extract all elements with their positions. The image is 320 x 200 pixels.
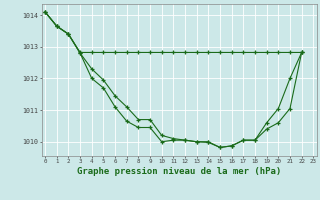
X-axis label: Graphe pression niveau de la mer (hPa): Graphe pression niveau de la mer (hPa) (77, 167, 281, 176)
